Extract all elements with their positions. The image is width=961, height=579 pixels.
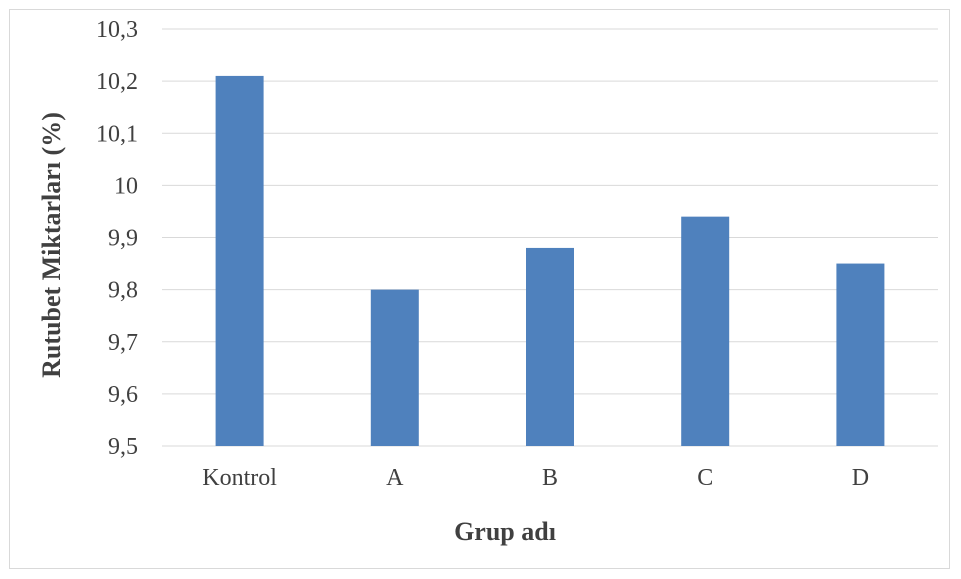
bars: [216, 76, 885, 446]
y-tick-label: 10,3: [96, 17, 138, 43]
x-tick-labels: Kontrol A B C D: [202, 465, 869, 491]
x-axis-title: Grup adı: [454, 517, 556, 546]
x-tick-label: D: [852, 465, 869, 491]
y-tick-labels: 9,5 9,6 9,7 9,8 9,9 10 10,1 10,2 10,3: [96, 17, 138, 460]
bar-b: [526, 248, 574, 446]
y-tick-label: 10,2: [96, 69, 138, 95]
x-tick-label: Kontrol: [202, 465, 277, 491]
y-tick-label: 9,7: [108, 330, 138, 356]
y-tick-label: 9,5: [108, 434, 138, 460]
y-tick-label: 10: [114, 173, 138, 199]
x-tick-label: C: [697, 465, 713, 491]
bar-a: [371, 290, 419, 446]
y-tick-label: 10,1: [96, 121, 138, 147]
y-tick-label: 9,6: [108, 382, 138, 408]
bar-kontrol: [216, 76, 264, 446]
bar-d: [836, 264, 884, 446]
y-tick-label: 9,9: [108, 226, 138, 252]
x-tick-label: B: [542, 465, 558, 491]
y-axis-title: Rutubet Miktarları (%): [37, 112, 66, 378]
y-tick-label: 9,8: [108, 278, 138, 304]
bar-c: [681, 217, 729, 446]
x-tick-label: A: [386, 465, 404, 491]
